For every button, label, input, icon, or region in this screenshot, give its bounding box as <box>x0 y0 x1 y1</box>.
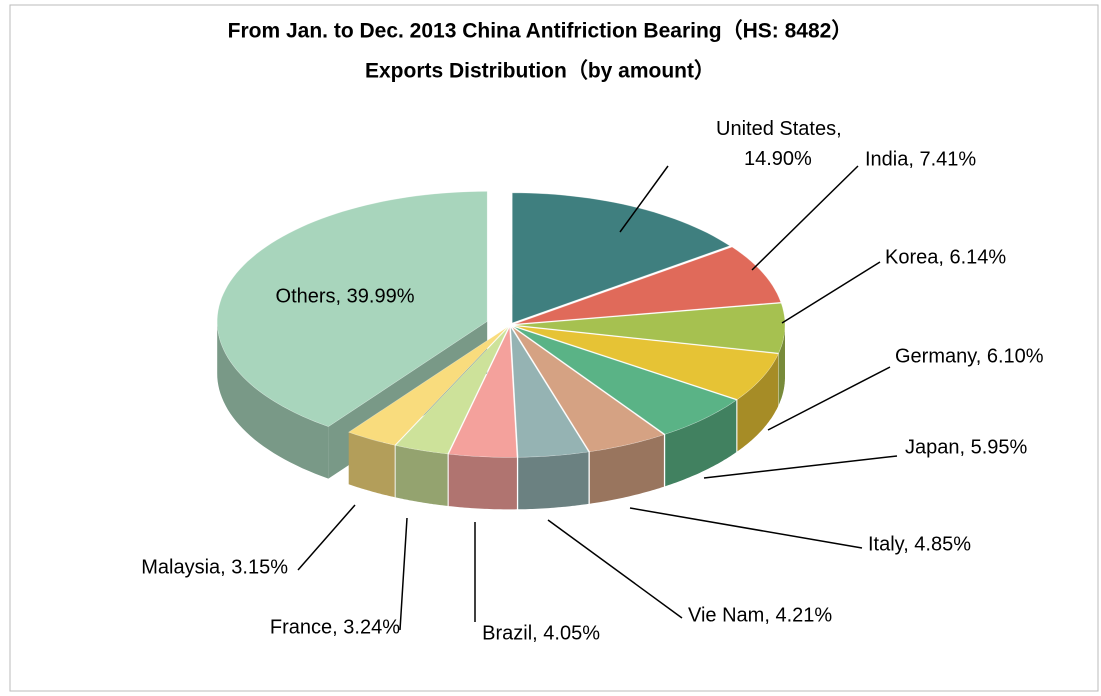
label-line: 14.90% <box>744 148 812 170</box>
slice <box>510 327 590 458</box>
slice <box>216 191 488 427</box>
slice <box>514 246 782 325</box>
slice-side <box>589 434 664 504</box>
data-label: Japan, 5.95% <box>905 436 1028 458</box>
chart-title: Exports Distribution（by amount） <box>365 59 715 83</box>
leader-line <box>619 165 669 233</box>
data-label: Vie Nam, 4.21% <box>688 604 832 626</box>
label-line: United States, <box>716 118 842 140</box>
leader-line <box>767 366 891 431</box>
leader-line <box>781 261 881 324</box>
data-label: India, 7.41% <box>865 148 976 170</box>
leader-line <box>751 165 859 271</box>
leader-line <box>547 519 683 619</box>
slice-side <box>518 451 589 510</box>
slice <box>514 302 786 354</box>
data-label: United States, 14.90% <box>716 118 842 170</box>
slice-side <box>737 353 779 452</box>
leader-line <box>629 507 863 549</box>
data-label: Italy, 4.85% <box>868 533 971 555</box>
slice-side <box>778 325 785 405</box>
leader-line <box>399 517 408 631</box>
slice <box>511 192 731 324</box>
slice-side <box>348 432 395 498</box>
data-label: Korea, 6.14% <box>885 246 1006 268</box>
leader-line <box>703 455 898 479</box>
slice <box>514 325 779 400</box>
slice-side <box>395 445 448 506</box>
slice <box>511 326 665 453</box>
slice <box>448 327 518 458</box>
slice <box>513 326 737 435</box>
data-label: Brazil, 4.05% <box>482 622 600 644</box>
slice-side <box>217 321 329 479</box>
slice <box>395 327 509 455</box>
leader-line <box>297 504 356 571</box>
slice-side <box>448 454 517 510</box>
pie <box>216 191 786 510</box>
data-label: Germany, 6.10% <box>895 345 1044 367</box>
data-label: Malaysia, 3.15% <box>141 556 288 578</box>
slice <box>348 326 508 446</box>
slice-side <box>665 400 737 487</box>
chart-title: From Jan. to Dec. 2013 China Antifrictio… <box>228 19 853 43</box>
data-label: France, 3.24% <box>270 616 400 638</box>
data-label: Others, 39.99% <box>276 285 415 307</box>
